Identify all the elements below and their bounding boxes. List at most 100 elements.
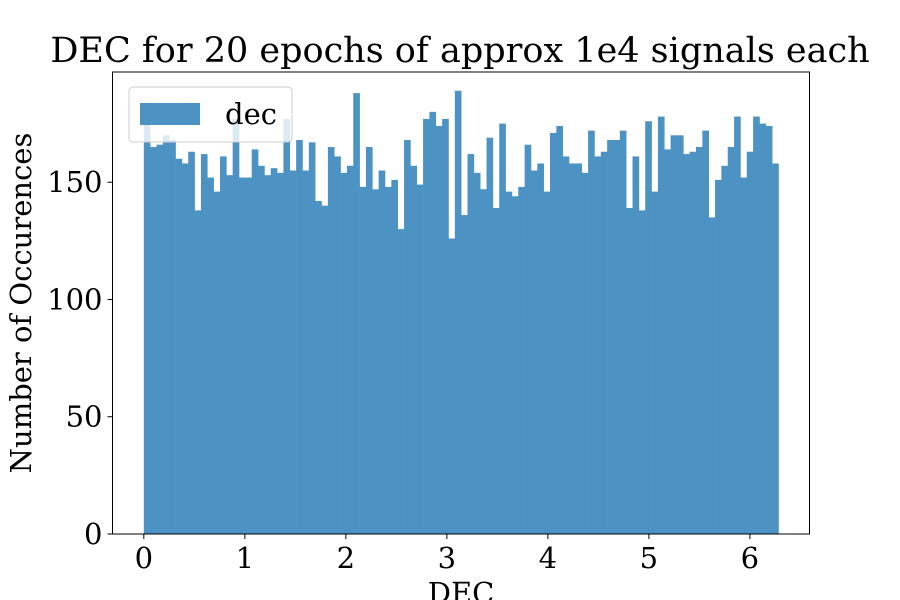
histogram-bar bbox=[461, 215, 468, 534]
histogram-bar bbox=[454, 90, 462, 535]
histogram-bar bbox=[327, 147, 335, 534]
histogram-bar bbox=[219, 156, 227, 534]
histogram-bar bbox=[670, 135, 678, 534]
histogram-bar bbox=[296, 140, 303, 535]
histogram-bar bbox=[264, 175, 272, 535]
histogram-bar bbox=[562, 156, 570, 534]
histogram-bar bbox=[575, 163, 583, 535]
histogram-bar bbox=[569, 163, 576, 535]
histogram-bar bbox=[594, 156, 602, 534]
histogram-bar bbox=[556, 125, 564, 534]
histogram-bar bbox=[626, 208, 633, 534]
histogram-bar bbox=[308, 142, 316, 534]
histogram-bar bbox=[346, 165, 354, 534]
x-axis-ticks: 0 1 2 3 4 5 6 bbox=[135, 534, 759, 575]
histogram-bar bbox=[530, 170, 538, 534]
histogram-bar bbox=[283, 118, 291, 534]
histogram-bar bbox=[416, 184, 424, 534]
histogram-bar bbox=[645, 121, 652, 535]
histogram-bar bbox=[404, 140, 411, 535]
histogram-bar bbox=[194, 210, 202, 534]
x-tick-label: 2 bbox=[337, 541, 355, 575]
x-tick-label: 6 bbox=[741, 541, 759, 575]
histogram-bar bbox=[245, 177, 253, 534]
histogram-bar bbox=[188, 151, 195, 535]
histogram-bar bbox=[676, 135, 684, 534]
histogram-bar bbox=[708, 217, 716, 535]
histogram-bar bbox=[740, 177, 748, 534]
histogram-bar bbox=[378, 170, 386, 534]
histogram-bar bbox=[518, 186, 525, 535]
histogram-bar bbox=[207, 177, 214, 534]
histogram-bar bbox=[600, 151, 608, 535]
histogram-bar bbox=[632, 156, 640, 534]
histogram-bar bbox=[239, 177, 246, 534]
histogram-bar bbox=[524, 144, 532, 534]
histogram-bar bbox=[759, 123, 767, 535]
histogram-bar bbox=[486, 137, 494, 534]
histogram-bar bbox=[657, 116, 665, 534]
histogram-bar bbox=[664, 149, 671, 534]
legend-label: dec bbox=[225, 97, 277, 131]
histogram-bar bbox=[213, 191, 221, 534]
x-tick-label: 1 bbox=[236, 541, 254, 575]
histogram-bar bbox=[270, 168, 278, 534]
histogram-bar bbox=[315, 200, 322, 534]
histogram-bar bbox=[702, 130, 709, 534]
histogram-bar bbox=[384, 186, 392, 535]
histogram-bar bbox=[391, 179, 398, 534]
histogram-bar bbox=[753, 116, 760, 534]
histogram-bar bbox=[537, 163, 544, 535]
histogram-bar bbox=[162, 135, 170, 534]
histogram-bar bbox=[588, 130, 595, 534]
histogram-bar bbox=[302, 170, 310, 534]
histogram-bar bbox=[226, 175, 233, 535]
histogram-bar bbox=[410, 165, 418, 534]
histogram-bar bbox=[511, 196, 519, 534]
histogram-bar bbox=[505, 191, 513, 534]
histogram-bar bbox=[251, 149, 259, 534]
histogram-bar bbox=[746, 151, 754, 535]
histogram-bar bbox=[435, 125, 443, 534]
histogram-bar bbox=[334, 156, 341, 534]
bars-group bbox=[143, 90, 779, 535]
y-tick-label: 50 bbox=[66, 400, 103, 434]
histogram-bar bbox=[423, 118, 430, 534]
x-axis-label: DEC bbox=[428, 576, 495, 600]
histogram-bar bbox=[772, 163, 779, 535]
histogram-bar bbox=[429, 111, 437, 535]
x-tick-label: 3 bbox=[438, 541, 456, 575]
histogram-bar bbox=[473, 172, 481, 534]
histogram-bar bbox=[181, 163, 189, 535]
histogram-bar bbox=[143, 123, 151, 535]
histogram-bar bbox=[156, 144, 164, 534]
histogram-bar bbox=[353, 93, 360, 534]
histogram-bar bbox=[150, 147, 157, 534]
histogram-bar bbox=[638, 210, 646, 534]
histogram-bar bbox=[200, 154, 208, 534]
legend-box bbox=[128, 86, 293, 143]
histogram-bar bbox=[695, 147, 703, 534]
histogram-bar bbox=[289, 170, 297, 534]
histogram-bar bbox=[619, 130, 627, 534]
histogram-bar bbox=[543, 191, 551, 534]
y-tick-label: 150 bbox=[47, 165, 102, 199]
histogram-bar bbox=[607, 140, 614, 535]
histogram-bar bbox=[340, 172, 348, 534]
histogram-bar bbox=[321, 205, 329, 535]
histogram-bar bbox=[467, 154, 475, 534]
histogram-bar bbox=[499, 123, 506, 535]
histogram-bar bbox=[765, 125, 773, 534]
histogram-bar bbox=[365, 147, 373, 534]
histogram-bar bbox=[689, 151, 697, 535]
histogram-bar bbox=[581, 172, 589, 534]
y-axis-ticks: 0 50 100 150 bbox=[47, 165, 113, 551]
histogram-bar bbox=[277, 172, 284, 534]
x-tick-label: 4 bbox=[539, 541, 557, 575]
histogram-bar bbox=[721, 165, 729, 534]
histogram-bar bbox=[734, 116, 741, 534]
y-axis-label: Number of Occurences bbox=[4, 133, 38, 474]
y-tick-label: 100 bbox=[47, 282, 102, 316]
histogram-bar bbox=[397, 229, 405, 535]
